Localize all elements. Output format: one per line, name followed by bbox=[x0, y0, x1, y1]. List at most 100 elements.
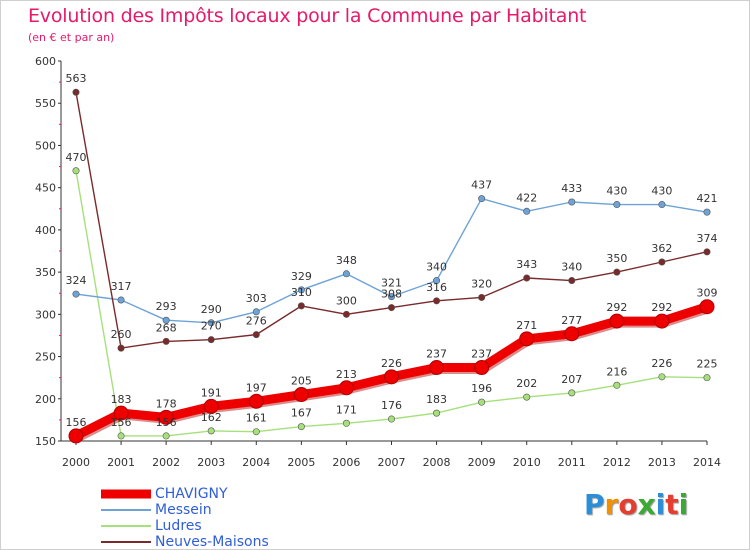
data-point-messein bbox=[703, 208, 711, 216]
data-label-messein: 293 bbox=[156, 300, 177, 313]
data-point-ludres bbox=[613, 381, 621, 389]
y-tick-label: 550 bbox=[35, 97, 56, 110]
data-point-neuves-maisons bbox=[433, 297, 441, 305]
data-label-chavigny: 183 bbox=[111, 393, 132, 406]
data-label-messein: 321 bbox=[381, 277, 402, 290]
data-label-chavigny: 292 bbox=[606, 301, 627, 314]
data-label-chavigny: 292 bbox=[651, 301, 672, 314]
legend-item-chavigny: CHAVIGNY bbox=[101, 486, 269, 502]
y-tick-label: 200 bbox=[35, 393, 56, 406]
data-label-ludres: 225 bbox=[697, 358, 718, 371]
data-point-messein bbox=[117, 296, 125, 304]
data-point-neuves-maisons bbox=[703, 248, 711, 256]
data-label-ludres: 183 bbox=[426, 393, 447, 406]
x-tick-label: 2013 bbox=[648, 456, 676, 469]
data-point-neuves-maisons bbox=[478, 293, 486, 301]
data-point-neuves-maisons bbox=[658, 258, 666, 266]
data-point-messein bbox=[433, 277, 441, 285]
x-tick-label: 2006 bbox=[332, 456, 360, 469]
data-point-messein bbox=[523, 207, 531, 215]
data-point-chavigny bbox=[113, 405, 129, 421]
data-label-messein: 433 bbox=[561, 182, 582, 195]
y-tick-label: 500 bbox=[35, 139, 56, 152]
legend-swatch-ludres bbox=[101, 525, 151, 527]
x-tick-label: 2014 bbox=[693, 456, 721, 469]
logo-letter: i bbox=[678, 488, 689, 521]
data-point-messein bbox=[342, 270, 350, 278]
data-point-neuves-maisons bbox=[72, 88, 80, 96]
logo-letter: o bbox=[618, 488, 638, 521]
data-point-ludres bbox=[72, 167, 80, 175]
data-point-chavigny bbox=[519, 331, 535, 347]
data-point-chavigny bbox=[654, 313, 670, 329]
logo-letter: i bbox=[655, 488, 666, 521]
data-point-chavigny bbox=[699, 299, 715, 315]
legend-label-chavigny: CHAVIGNY bbox=[155, 486, 228, 502]
data-label-neuves-maisons: 374 bbox=[697, 232, 718, 245]
data-label-messein: 437 bbox=[471, 179, 492, 192]
data-point-messein bbox=[613, 201, 621, 209]
data-label-neuves-maisons: 268 bbox=[156, 321, 177, 334]
legend-swatch-messein bbox=[101, 509, 151, 511]
data-label-chavigny: 277 bbox=[561, 314, 582, 327]
data-label-ludres: 176 bbox=[381, 399, 402, 412]
legend: CHAVIGNY Messein Ludres Neuves-Maisons bbox=[101, 486, 269, 549]
y-tick-label: 350 bbox=[35, 266, 56, 279]
data-label-messein: 329 bbox=[291, 270, 312, 283]
data-point-messein bbox=[162, 316, 170, 324]
legend-swatch-chavigny bbox=[101, 489, 151, 499]
data-point-ludres bbox=[703, 374, 711, 382]
y-tick-label: 250 bbox=[35, 351, 56, 364]
x-tick-label: 2012 bbox=[603, 456, 631, 469]
data-label-neuves-maisons: 340 bbox=[561, 261, 582, 274]
data-label-messein: 430 bbox=[651, 185, 672, 198]
y-tick-label: 450 bbox=[35, 182, 56, 195]
data-point-messein bbox=[207, 319, 215, 327]
data-point-ludres bbox=[297, 423, 305, 431]
data-label-ludres: 156 bbox=[156, 416, 177, 429]
data-point-ludres bbox=[162, 432, 170, 440]
data-label-neuves-maisons: 316 bbox=[426, 281, 447, 294]
data-point-messein bbox=[658, 201, 666, 209]
data-label-ludres: 196 bbox=[471, 382, 492, 395]
data-point-messein bbox=[297, 286, 305, 294]
data-point-ludres bbox=[658, 373, 666, 381]
data-point-chavigny bbox=[338, 380, 354, 396]
data-label-neuves-maisons: 320 bbox=[471, 277, 492, 290]
data-label-neuves-maisons: 270 bbox=[201, 320, 222, 333]
data-label-chavigny: 237 bbox=[471, 348, 492, 361]
data-point-chavigny bbox=[203, 398, 219, 414]
data-point-chavigny bbox=[248, 393, 264, 409]
data-label-ludres: 470 bbox=[66, 151, 87, 164]
data-label-neuves-maisons: 276 bbox=[246, 315, 267, 328]
data-point-neuves-maisons bbox=[387, 304, 395, 312]
chart-title: Evolution des Impôts locaux pour la Comm… bbox=[28, 5, 587, 27]
data-label-ludres: 171 bbox=[336, 403, 357, 416]
data-label-chavigny: 178 bbox=[156, 397, 177, 410]
data-point-neuves-maisons bbox=[117, 344, 125, 352]
x-tick-label: 2009 bbox=[468, 456, 496, 469]
data-label-neuves-maisons: 310 bbox=[291, 286, 312, 299]
data-label-chavigny: 156 bbox=[66, 416, 87, 429]
data-label-chavigny: 197 bbox=[246, 381, 267, 394]
x-tick-label: 2003 bbox=[197, 456, 225, 469]
y-tick-label: 150 bbox=[35, 435, 56, 448]
data-label-chavigny: 191 bbox=[201, 386, 222, 399]
data-point-chavigny bbox=[429, 360, 445, 376]
data-point-neuves-maisons bbox=[297, 302, 305, 310]
data-label-messein: 324 bbox=[66, 274, 87, 287]
data-point-chavigny bbox=[158, 409, 174, 425]
logo-letter: x bbox=[637, 488, 656, 521]
data-point-neuves-maisons bbox=[613, 268, 621, 276]
x-tick-label: 2008 bbox=[423, 456, 451, 469]
x-tick-label: 2001 bbox=[107, 456, 135, 469]
y-tick-label: 600 bbox=[35, 55, 56, 68]
x-tick-label: 2007 bbox=[378, 456, 406, 469]
data-point-messein bbox=[72, 290, 80, 298]
data-label-chavigny: 213 bbox=[336, 368, 357, 381]
x-tick-label: 2004 bbox=[242, 456, 270, 469]
data-label-ludres: 202 bbox=[516, 377, 537, 390]
data-label-chavigny: 309 bbox=[697, 287, 718, 300]
x-tick-label: 2000 bbox=[62, 456, 90, 469]
legend-item-neuves-maisons: Neuves-Maisons bbox=[101, 534, 269, 549]
